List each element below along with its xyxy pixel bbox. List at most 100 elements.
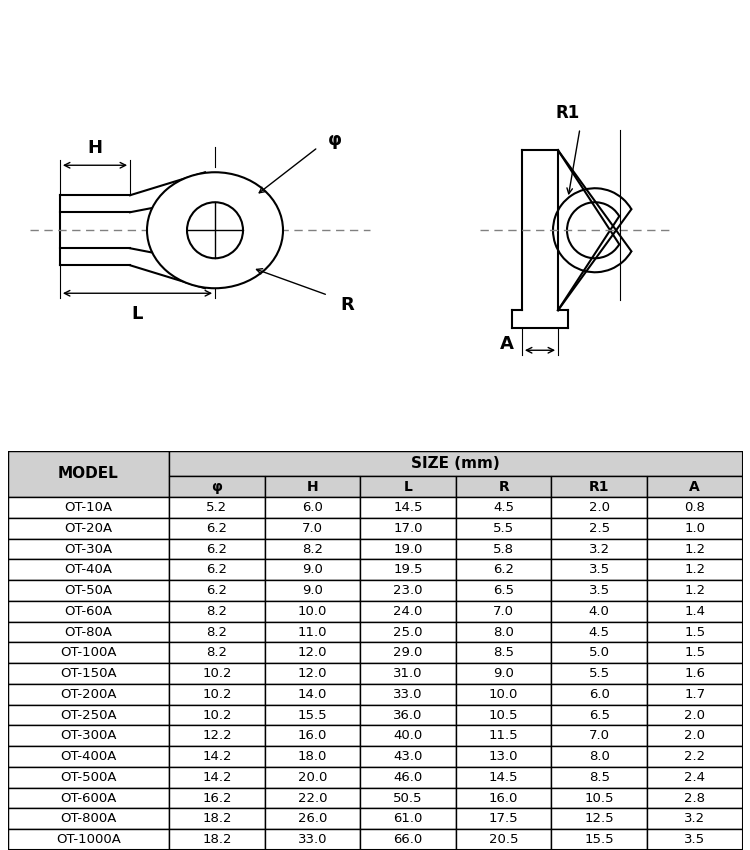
Bar [647, 726, 742, 746]
Ellipse shape [187, 202, 243, 258]
Bar [265, 663, 360, 684]
Bar [551, 621, 647, 643]
Bar [456, 726, 551, 746]
Text: 19.0: 19.0 [394, 542, 423, 556]
Text: 31.0: 31.0 [393, 667, 423, 680]
Bar [265, 788, 360, 808]
Bar [170, 684, 265, 705]
Text: 7.0: 7.0 [302, 522, 323, 535]
Bar [8, 830, 170, 850]
Text: 10.2: 10.2 [202, 709, 232, 722]
Text: OT-250A: OT-250A [60, 709, 117, 722]
Text: 2.0: 2.0 [684, 709, 705, 722]
Bar [456, 767, 551, 788]
Bar [265, 830, 360, 850]
Text: 18.2: 18.2 [202, 833, 232, 846]
Text: 15.5: 15.5 [298, 709, 327, 722]
Bar [170, 621, 265, 643]
Bar [647, 477, 742, 497]
Bar [360, 518, 456, 539]
Bar [8, 450, 170, 497]
Bar [8, 767, 170, 788]
Text: 61.0: 61.0 [394, 813, 423, 825]
Text: φ: φ [328, 131, 342, 150]
Text: OT-1000A: OT-1000A [56, 833, 121, 846]
Text: 1.5: 1.5 [684, 646, 705, 660]
Text: 10.0: 10.0 [489, 688, 518, 701]
Bar [170, 808, 265, 830]
Text: 12.5: 12.5 [584, 813, 614, 825]
Text: OT-60A: OT-60A [64, 605, 112, 618]
Text: L: L [132, 305, 143, 323]
Text: 29.0: 29.0 [394, 646, 423, 660]
Bar [456, 559, 551, 581]
Text: H: H [88, 139, 103, 157]
Text: OT-200A: OT-200A [60, 688, 116, 701]
Bar [170, 705, 265, 726]
Bar [456, 477, 551, 497]
Bar [647, 767, 742, 788]
Bar [551, 539, 647, 559]
Bar [647, 601, 742, 621]
Text: OT-150A: OT-150A [60, 667, 117, 680]
Bar [551, 767, 647, 788]
Bar [551, 559, 647, 581]
Text: OT-20A: OT-20A [64, 522, 112, 535]
Bar [8, 581, 170, 601]
Text: 9.0: 9.0 [302, 584, 323, 597]
Text: 12.0: 12.0 [298, 667, 327, 680]
Bar [456, 518, 551, 539]
Bar [8, 684, 170, 705]
Bar [8, 663, 170, 684]
Bar [360, 726, 456, 746]
Text: 1.2: 1.2 [684, 542, 705, 556]
Text: 14.2: 14.2 [202, 771, 232, 784]
Text: 19.5: 19.5 [393, 564, 423, 576]
Bar [8, 621, 170, 643]
Text: 16.0: 16.0 [298, 729, 327, 742]
Ellipse shape [147, 173, 283, 288]
Text: OT-100A: OT-100A [60, 646, 116, 660]
Text: 6.2: 6.2 [206, 564, 227, 576]
Text: R1: R1 [589, 480, 610, 494]
Bar [456, 663, 551, 684]
Bar [170, 746, 265, 767]
Text: 4.5: 4.5 [494, 502, 514, 514]
Bar [360, 663, 456, 684]
Bar [360, 581, 456, 601]
Text: 11.5: 11.5 [489, 729, 518, 742]
Bar [647, 581, 742, 601]
Text: 1.6: 1.6 [684, 667, 705, 680]
Text: 1.2: 1.2 [684, 584, 705, 597]
Bar [551, 684, 647, 705]
Text: 36.0: 36.0 [394, 709, 423, 722]
Text: OT-80A: OT-80A [64, 626, 112, 638]
Bar [647, 705, 742, 726]
Bar [360, 767, 456, 788]
Text: H: H [307, 480, 318, 494]
Text: 1.2: 1.2 [684, 564, 705, 576]
Text: OT-50A: OT-50A [64, 584, 112, 597]
Text: 16.2: 16.2 [202, 791, 232, 805]
Bar [360, 601, 456, 621]
Bar [551, 518, 647, 539]
Bar [360, 705, 456, 726]
Text: 10.2: 10.2 [202, 688, 232, 701]
Bar [8, 788, 170, 808]
Text: 2.4: 2.4 [684, 771, 705, 784]
Text: 1.0: 1.0 [684, 522, 705, 535]
Bar [265, 559, 360, 581]
Bar [8, 497, 170, 518]
Text: 0.8: 0.8 [684, 502, 705, 514]
Bar [551, 643, 647, 663]
Bar [551, 581, 647, 601]
Bar [360, 621, 456, 643]
Text: 6.5: 6.5 [589, 709, 610, 722]
Bar [265, 684, 360, 705]
Text: 14.2: 14.2 [202, 750, 232, 763]
Bar [456, 621, 551, 643]
Text: SIZE (mm): SIZE (mm) [412, 456, 500, 471]
Text: 11.0: 11.0 [298, 626, 327, 638]
Text: 7.0: 7.0 [494, 605, 514, 618]
Text: 6.5: 6.5 [494, 584, 514, 597]
